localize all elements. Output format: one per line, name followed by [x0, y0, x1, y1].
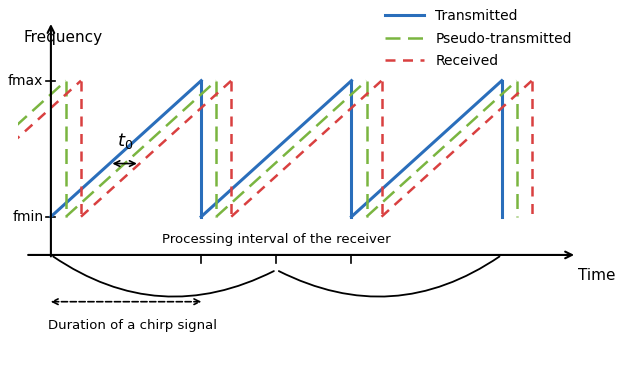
- Received: [77, 214, 84, 219]
- Transmitted: [47, 214, 55, 219]
- Transmitted: [197, 79, 205, 83]
- Pseudo-transmitted: [62, 214, 70, 219]
- Line: Received: Received: [81, 81, 231, 217]
- Text: Frequency: Frequency: [24, 30, 103, 45]
- Line: Pseudo-transmitted: Pseudo-transmitted: [66, 81, 216, 217]
- Text: $t_0$: $t_0$: [117, 131, 133, 151]
- Text: fmax: fmax: [8, 74, 43, 88]
- Text: fmin: fmin: [12, 210, 43, 224]
- Received: [227, 79, 235, 83]
- Line: Transmitted: Transmitted: [51, 81, 201, 217]
- Legend: Transmitted, Pseudo-transmitted, Received: Transmitted, Pseudo-transmitted, Receive…: [380, 4, 578, 74]
- Text: Processing interval of the receiver: Processing interval of the receiver: [162, 233, 391, 246]
- Pseudo-transmitted: [212, 79, 220, 83]
- Text: Time: Time: [578, 268, 616, 283]
- Text: Duration of a chirp signal: Duration of a chirp signal: [48, 319, 217, 332]
